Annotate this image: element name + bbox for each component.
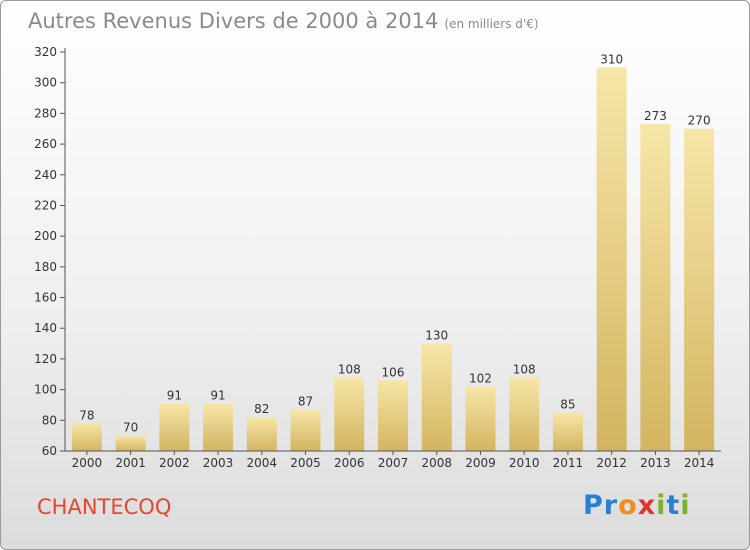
- bar-2001: [115, 435, 146, 451]
- chart-title-block: Autres Revenus Divers de 2000 à 2014 (en …: [28, 9, 539, 33]
- bar-value-label: 102: [469, 372, 492, 386]
- bar-value-label: 273: [644, 109, 667, 123]
- bar-value-label: 70: [123, 421, 138, 435]
- y-tick-label: 100: [34, 383, 57, 397]
- y-tick-label: 320: [34, 45, 57, 59]
- logo-letter: i: [656, 490, 667, 521]
- bar-value-label: 108: [513, 362, 536, 376]
- bar-2006: [334, 377, 365, 451]
- bar-value-label: 87: [298, 395, 313, 409]
- bar-2004: [246, 417, 277, 451]
- x-tick-label: 2010: [509, 456, 540, 470]
- x-tick-label: 2002: [159, 456, 190, 470]
- logo-letter: x: [637, 490, 657, 521]
- x-tick-label: 2004: [247, 456, 278, 470]
- bar-value-label: 108: [338, 362, 361, 376]
- bar-value-label: 91: [210, 388, 225, 402]
- bar-2012: [596, 67, 627, 451]
- logo-letter: o: [618, 490, 638, 521]
- y-tick-label: 280: [34, 106, 57, 120]
- proxiti-logo: Proxiti: [583, 490, 691, 521]
- bar-2007: [378, 380, 408, 451]
- bar-2011: [552, 412, 583, 451]
- y-tick-label: 240: [34, 168, 57, 182]
- x-tick-label: 2011: [553, 456, 584, 470]
- commune-name: CHANTECOQ: [37, 495, 172, 519]
- y-tick-label: 120: [34, 352, 57, 366]
- x-tick-label: 2006: [334, 456, 365, 470]
- bar-2009: [465, 386, 496, 451]
- x-tick-label: 2012: [596, 456, 627, 470]
- bar-2008: [421, 343, 452, 451]
- y-tick-label: 80: [42, 413, 57, 427]
- y-tick-label: 300: [34, 76, 57, 90]
- x-tick-label: 2013: [640, 456, 671, 470]
- x-tick-label: 2009: [465, 456, 496, 470]
- bar-value-label: 91: [167, 388, 182, 402]
- y-tick-label: 200: [34, 229, 57, 243]
- logo-letter: P: [583, 490, 604, 521]
- bar-2002: [159, 403, 190, 451]
- bar-2014: [684, 128, 715, 451]
- x-tick-label: 2003: [203, 456, 234, 470]
- y-tick-label: 140: [34, 321, 57, 335]
- bar-value-label: 130: [425, 329, 448, 343]
- x-tick-label: 2005: [290, 456, 321, 470]
- x-tick-label: 2000: [72, 456, 103, 470]
- x-tick-label: 2001: [115, 456, 146, 470]
- x-tick-label: 2008: [421, 456, 452, 470]
- x-tick-label: 2014: [684, 456, 715, 470]
- bar-2005: [290, 409, 321, 451]
- bar-2003: [203, 403, 234, 451]
- bar-value-label: 310: [600, 52, 623, 66]
- bar-2010: [509, 377, 540, 451]
- chart-subtitle: (en milliers d'€): [444, 17, 539, 31]
- bar-value-label: 106: [382, 365, 405, 379]
- bar-value-label: 270: [688, 114, 711, 128]
- logo-letter: i: [680, 490, 691, 521]
- bar-value-label: 82: [254, 402, 269, 416]
- bar-2000: [71, 423, 102, 451]
- axes-group: 2000 2001 2002 2003 2004 2005 2006 2007 2008 2009…: [34, 45, 721, 470]
- chart-title: Autres Revenus Divers de 2000 à 2014: [28, 9, 439, 33]
- logo-letter: t: [666, 490, 681, 521]
- x-tick-label: 2007: [378, 456, 409, 470]
- y-tick-label: 60: [42, 444, 57, 458]
- y-tick-label: 160: [34, 291, 57, 305]
- logo-letter: r: [603, 490, 619, 521]
- bar-value-label: 85: [560, 398, 575, 412]
- y-tick-label: 260: [34, 137, 57, 151]
- y-tick-label: 180: [34, 260, 57, 274]
- bars-group: 78 70 91 91 82 87 108 106 130 102 108 85 310 273 270: [71, 52, 715, 451]
- bar-value-label: 78: [79, 408, 94, 422]
- bar-2013: [640, 124, 671, 451]
- y-tick-label: 220: [34, 198, 57, 212]
